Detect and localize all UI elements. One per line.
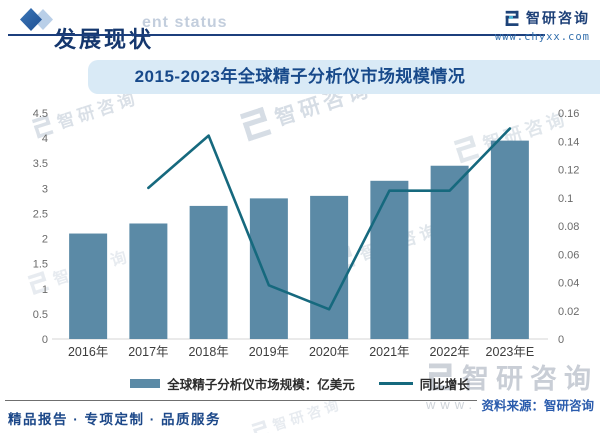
svg-text:1.5: 1.5 <box>33 259 48 271</box>
svg-text:0.5: 0.5 <box>33 309 48 321</box>
chart-plot: 0 0.5 1 1.5 2 2.5 3 3.5 4 4.5 0 0.02 0.04 0.06 0.08 0.1… <box>33 108 580 359</box>
title-watermark-text: ent status <box>142 14 228 31</box>
svg-text:2017年: 2017年 <box>128 345 168 359</box>
section-diamond-icon <box>16 6 56 38</box>
brand-website: www.chyxx.com <box>494 31 590 43</box>
svg-text:3: 3 <box>42 183 48 195</box>
header-divider <box>8 34 545 36</box>
legend-item-bar: 全球精子分析仪市场规模：亿美元 <box>130 374 355 393</box>
svg-text:0.02: 0.02 <box>558 306 579 318</box>
page-title: 发展现状 <box>54 26 155 52</box>
svg-text:0: 0 <box>42 334 48 346</box>
svg-text:2019年: 2019年 <box>249 345 289 359</box>
svg-text:3.5: 3.5 <box>33 158 48 170</box>
footer-divider <box>5 400 477 401</box>
svg-text:0.08: 0.08 <box>558 221 579 233</box>
svg-text:2023年E: 2023年E <box>486 345 535 359</box>
chart-title: 2015-2023年全球精子分析仪市场规模情况 <box>134 67 466 86</box>
brand-block: 智研咨询 www.chyxx.com <box>495 8 590 43</box>
svg-text:2022年: 2022年 <box>429 345 469 359</box>
svg-text:2021年: 2021年 <box>369 345 409 359</box>
svg-text:0.12: 0.12 <box>558 165 579 177</box>
svg-text:2018年: 2018年 <box>188 345 228 359</box>
svg-text:0.1: 0.1 <box>558 193 573 205</box>
svg-text:2016年: 2016年 <box>68 345 108 359</box>
svg-text:0.14: 0.14 <box>558 136 579 148</box>
svg-text:2020年: 2020年 <box>309 345 349 359</box>
svg-text:4: 4 <box>42 133 48 145</box>
svg-text:0: 0 <box>558 334 564 346</box>
svg-text:0.16: 0.16 <box>558 108 579 120</box>
brand-name: 智研咨询 <box>526 10 590 26</box>
svg-text:1: 1 <box>42 284 48 296</box>
legend-line-label: 同比增长 <box>419 378 470 392</box>
legend-bar-label: 全球精子分析仪市场规模：亿美元 <box>167 378 355 392</box>
svg-text:0.06: 0.06 <box>558 249 579 261</box>
data-source-label: 资料来源：智研咨询 <box>481 399 594 413</box>
legend-line-swatch <box>378 382 413 385</box>
legend-item-line: 同比增长 <box>378 374 470 393</box>
legend-bar-swatch <box>130 379 161 388</box>
svg-text:0.04: 0.04 <box>558 278 579 290</box>
footer-tagline: 精品报告 · 专项定制 · 品质服务 <box>8 412 221 427</box>
watermark-logo-large: 智研咨询 www. <box>426 364 598 412</box>
chart-legend: 全球精子分析仪市场规模：亿美元 同比增长 <box>0 374 600 393</box>
svg-text:4.5: 4.5 <box>33 108 48 120</box>
svg-text:2: 2 <box>42 234 48 246</box>
chart-title-banner: 2015-2023年全球精子分析仪市场规模情况 <box>88 60 600 94</box>
brand-logo-icon <box>504 10 521 27</box>
svg-text:2.5: 2.5 <box>33 208 48 220</box>
